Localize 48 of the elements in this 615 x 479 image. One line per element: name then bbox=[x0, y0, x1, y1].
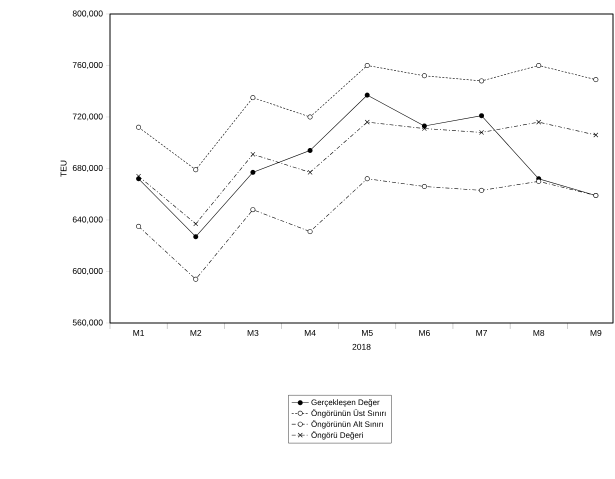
point bbox=[136, 224, 142, 229]
point bbox=[422, 126, 427, 131]
y-tick-label: 600,000 bbox=[72, 268, 103, 275]
point bbox=[422, 184, 427, 189]
y-tick-label: 560,000 bbox=[72, 319, 103, 326]
y-tick-label: 800,000 bbox=[72, 10, 103, 18]
x-tick-label: M3 bbox=[248, 330, 258, 336]
point bbox=[193, 167, 198, 172]
point bbox=[308, 170, 312, 175]
x-axis-title: 2018 bbox=[352, 344, 371, 350]
point bbox=[193, 234, 198, 240]
point bbox=[479, 188, 484, 193]
y-tick-label: 760,000 bbox=[72, 62, 103, 69]
point bbox=[250, 152, 256, 157]
point bbox=[364, 62, 370, 68]
y-tick-label: 680,000 bbox=[72, 164, 103, 172]
x-tick-label: M2 bbox=[190, 330, 202, 336]
point bbox=[250, 207, 256, 212]
point bbox=[536, 178, 542, 184]
point bbox=[136, 124, 142, 130]
x-tick-label: M1 bbox=[133, 330, 144, 336]
point bbox=[308, 148, 313, 153]
point bbox=[193, 221, 198, 226]
point bbox=[593, 132, 598, 138]
x-tick-label: M8 bbox=[534, 330, 544, 336]
point bbox=[364, 92, 370, 98]
x-tick-label: M6 bbox=[419, 330, 430, 336]
x-tick-label: M7 bbox=[476, 330, 487, 336]
point bbox=[193, 276, 198, 282]
point bbox=[364, 176, 370, 182]
y-tick-label: 640,000 bbox=[72, 216, 103, 224]
x-tick-label: M5 bbox=[362, 330, 373, 336]
point bbox=[364, 120, 370, 125]
point bbox=[250, 95, 256, 100]
point bbox=[593, 77, 598, 82]
point bbox=[422, 73, 427, 78]
point bbox=[250, 170, 256, 175]
x-tick-label: M4 bbox=[304, 330, 316, 336]
point bbox=[479, 130, 484, 135]
x-tick-label: M9 bbox=[590, 330, 602, 336]
y-tick-label: 720,000 bbox=[72, 113, 103, 120]
point bbox=[536, 62, 542, 68]
point bbox=[536, 120, 542, 125]
point bbox=[308, 229, 313, 234]
point bbox=[308, 114, 313, 120]
point bbox=[479, 113, 484, 118]
y-axis-title: TEU bbox=[60, 160, 67, 177]
point bbox=[479, 78, 484, 84]
